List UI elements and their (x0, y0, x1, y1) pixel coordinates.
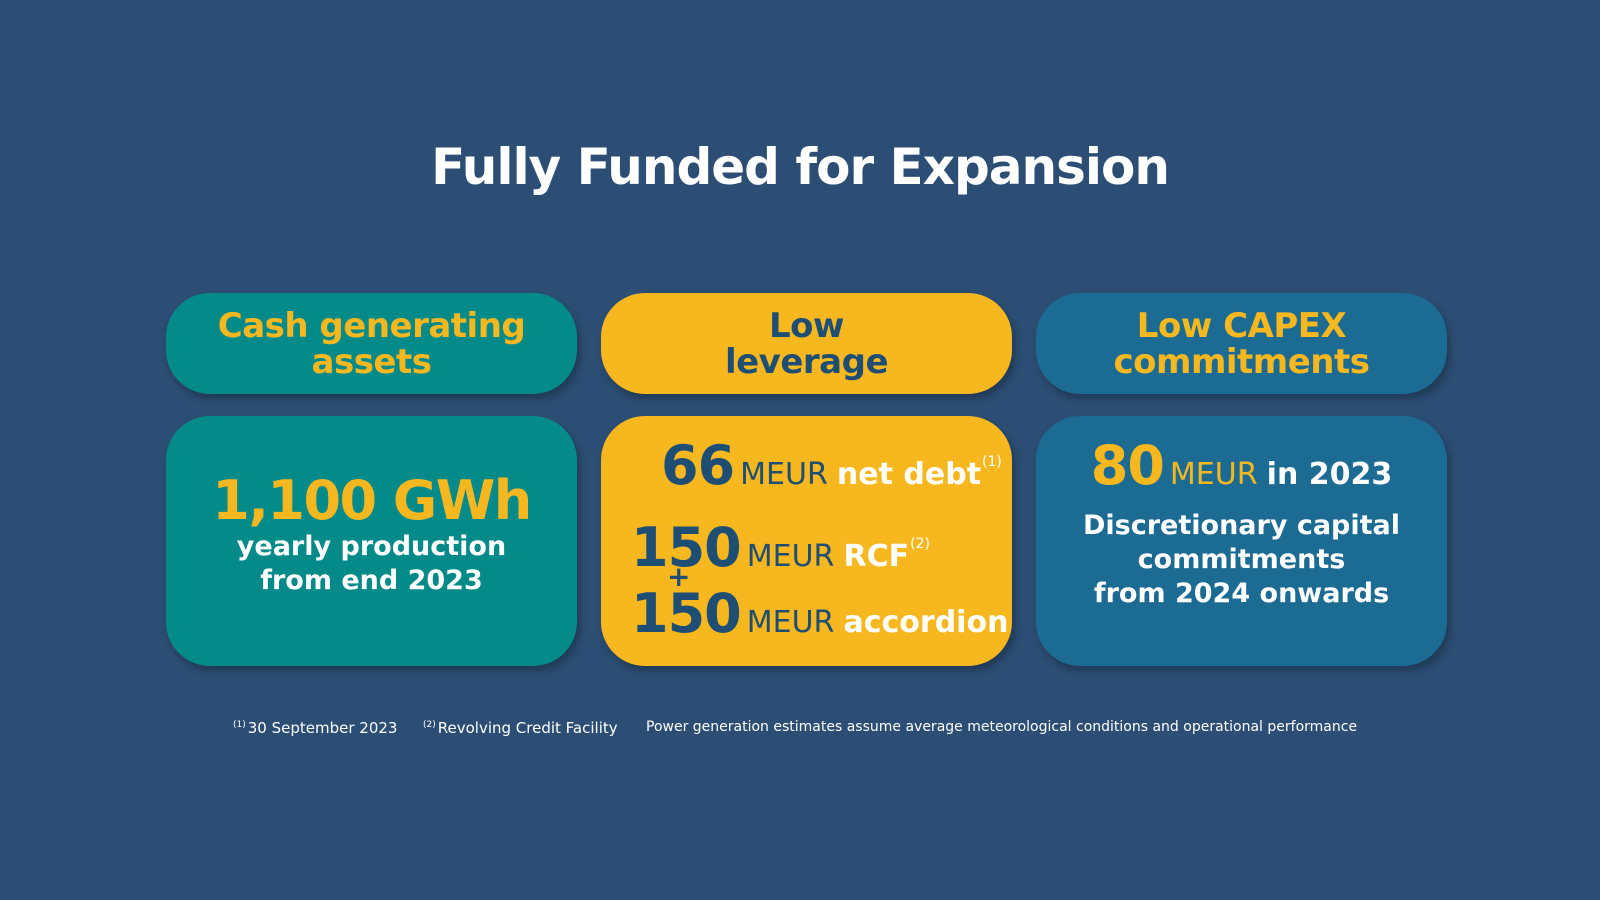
low-leverage-card: 66 MEUR net debt(1) 150 MEUR RCF(2) + 150 M… (601, 416, 1012, 666)
capex-unit: MEUR (1169, 457, 1258, 492)
capex-row: 80 MEUR in 2023 (1091, 434, 1393, 497)
net-debt-label: net debt (836, 457, 982, 492)
production-value: 1,100 GWh (212, 469, 532, 532)
accordion-unit: MEUR (746, 605, 835, 640)
rcf-label: RCF (843, 539, 910, 574)
plus-sign: + (667, 560, 691, 593)
cash-generating-header: Cash generating assets (166, 293, 577, 394)
low-capex-card: 80 MEUR in 2023 Discretionary capital com… (1036, 416, 1447, 666)
net-debt-footnote-ref: (1) (982, 454, 1002, 470)
capex-description: Discretionary capital commitments from 2… (1082, 510, 1401, 609)
footnote-power-generation: Power generation estimates assume averag… (646, 719, 1358, 735)
low-capex-header: Low CAPEX commitments (1036, 293, 1447, 394)
cash-generating-title: Cash generating assets (217, 305, 526, 382)
accordion-row: 150 MEUR accordion (631, 582, 1008, 645)
accordion-label: accordion (843, 605, 1009, 640)
low-leverage-header: Low leverage (601, 293, 1012, 394)
rcf-value: 150 (631, 516, 742, 579)
rcf-row: 150 MEUR RCF(2) (631, 516, 930, 579)
rcf-unit: MEUR (746, 539, 835, 574)
production-description: yearly production from end 2023 (236, 531, 507, 596)
capex-value: 80 (1090, 434, 1165, 497)
net-debt-row: 66 MEUR net debt(1) (661, 434, 1002, 497)
net-debt-unit: MEUR (740, 457, 828, 492)
capex-label: in 2023 (1266, 457, 1393, 492)
footnote-2: (2) Revolving Credit Facility (423, 719, 618, 737)
low-capex-title: Low CAPEX commitments (1113, 305, 1370, 382)
page-title: Fully Funded for Expansion (431, 138, 1170, 196)
rcf-footnote-ref: (2) (910, 536, 930, 552)
net-debt-value: 66 (661, 434, 735, 497)
footnote-1: (1) 30 September 2023 (233, 719, 398, 737)
footnotes: (1) 30 September 2023 (2) Revolving Credit… (0, 719, 1600, 739)
cash-generating-card: 1,100 GWh yearly production from end 202… (166, 416, 577, 666)
accordion-value: 150 (631, 582, 742, 645)
low-leverage-title: Low leverage (724, 305, 889, 382)
